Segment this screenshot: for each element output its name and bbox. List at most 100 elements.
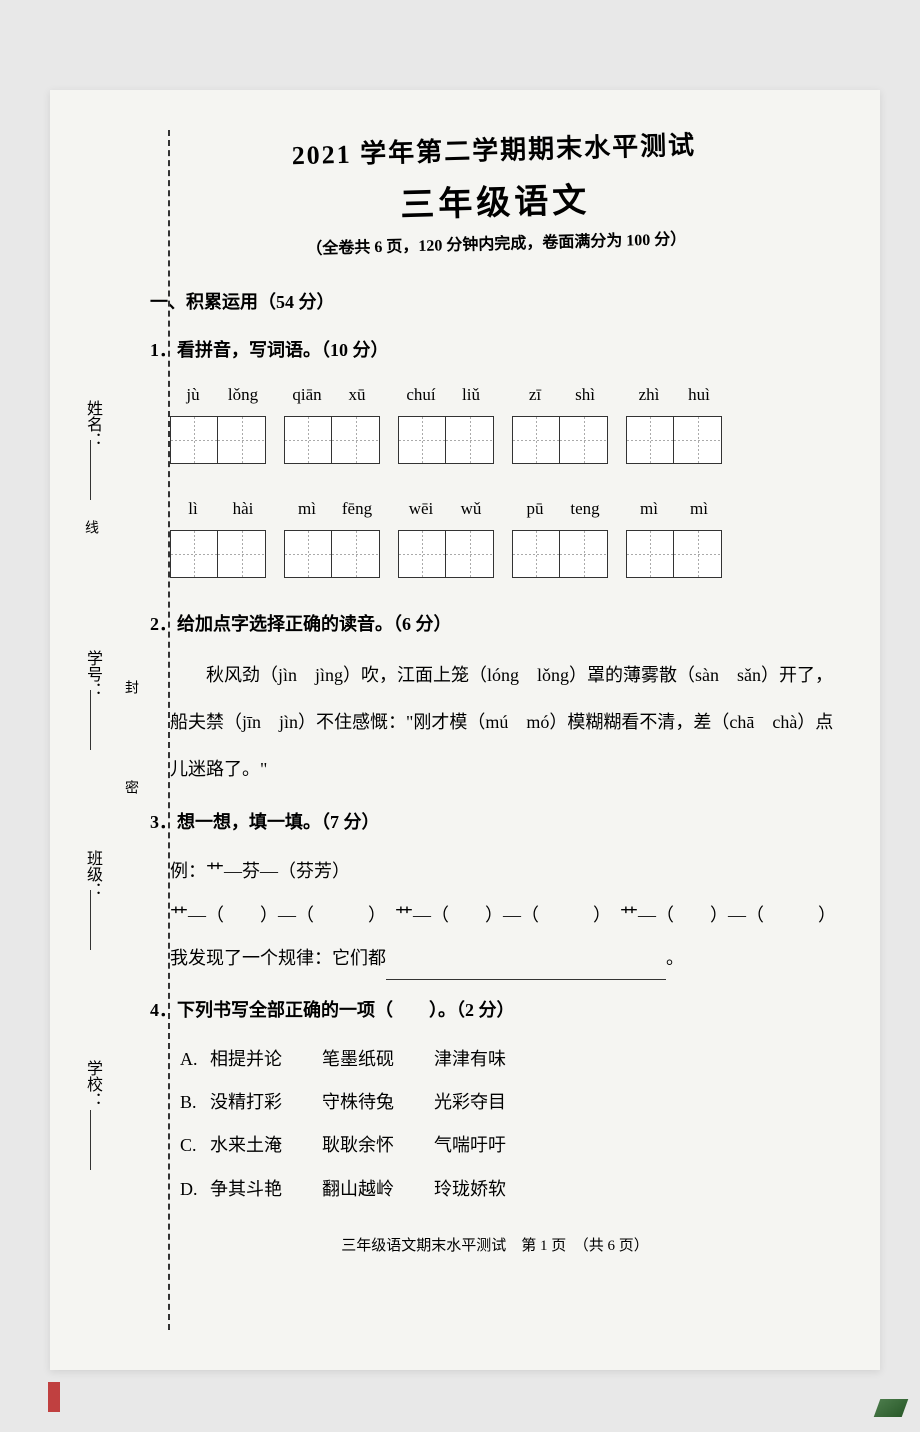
pinyin-group: zhìhuì xyxy=(626,378,722,464)
char-box[interactable] xyxy=(626,416,674,464)
char-box[interactable] xyxy=(626,530,674,578)
char-box[interactable] xyxy=(284,530,332,578)
char-box[interactable] xyxy=(170,416,218,464)
char-box[interactable] xyxy=(398,530,446,578)
pinyin-syllable: pū xyxy=(512,492,558,526)
margin-line-label: 线 xyxy=(80,520,100,534)
option-word: 气喘吁吁 xyxy=(434,1124,506,1167)
pinyin-labels: mìmì xyxy=(626,492,722,526)
pinyin-labels: zhìhuì xyxy=(626,378,722,412)
q1-heading: 1．看拼音，写词语。（10 分） xyxy=(150,332,840,368)
char-boxes xyxy=(626,416,722,464)
option-letter: C. xyxy=(180,1124,210,1167)
option-word: 玲珑娇软 xyxy=(434,1168,506,1211)
char-box[interactable] xyxy=(446,416,494,464)
pinyin-group: lìhài xyxy=(170,492,266,578)
q4-option[interactable]: D.争其斗艳翻山越岭玲珑娇软 xyxy=(180,1168,840,1211)
pinyin-syllable: qiān xyxy=(284,378,330,412)
pinyin-syllable: mì xyxy=(626,492,672,526)
margin-seal-label: 封 xyxy=(120,680,140,694)
pinyin-syllable: chuí xyxy=(398,378,444,412)
pinyin-syllable: xū xyxy=(334,378,380,412)
char-box[interactable] xyxy=(560,530,608,578)
char-box[interactable] xyxy=(398,416,446,464)
char-boxes xyxy=(512,530,608,578)
option-letter: B. xyxy=(180,1081,210,1124)
option-word: 守株待兔 xyxy=(322,1081,394,1124)
pinyin-group: qiānxū xyxy=(284,378,380,464)
char-boxes xyxy=(170,530,266,578)
pinyin-row-2: lìhàimìfēngwēiwǔpūtengmìmì xyxy=(170,492,840,578)
exam-content: 一、积累运用（54 分） 1．看拼音，写词语。（10 分） jùlǒngqiān… xyxy=(150,284,840,1261)
char-box[interactable] xyxy=(284,416,332,464)
pinyin-syllable: huì xyxy=(676,378,722,412)
pinyin-syllable: zī xyxy=(512,378,558,412)
pinyin-syllable: mì xyxy=(676,492,722,526)
q2-text: 秋风劲（jìn jìng）吹，江面上笼（lóng lǒng）罩的薄雾散（sàn … xyxy=(170,652,840,792)
option-word: 翻山越岭 xyxy=(322,1168,394,1211)
char-box[interactable] xyxy=(218,416,266,464)
q1-body: jùlǒngqiānxūchuíliǔzīshìzhìhuì lìhàimìfē… xyxy=(170,378,840,578)
option-word: 津津有味 xyxy=(434,1038,506,1081)
page-footer: 三年级语文期末水平测试 第 1 页 （共 6 页） xyxy=(150,1231,840,1261)
pinyin-syllable: wǔ xyxy=(448,492,494,526)
margin-id-label: 学号： xyxy=(80,650,104,698)
char-box[interactable] xyxy=(674,530,722,578)
pinyin-labels: jùlǒng xyxy=(170,378,266,412)
q4-heading: 4．下列书写全部正确的一项（ ）。（2 分） xyxy=(150,992,840,1028)
char-box[interactable] xyxy=(218,530,266,578)
q3-rule: 我发现了一个规律：它们都。 xyxy=(170,937,840,980)
option-words: 相提并论笔墨纸砚津津有味 xyxy=(210,1038,506,1081)
margin-line xyxy=(90,690,91,750)
exam-header: 2021 学年第二学期期末水平测试 三年级语文 （全卷共 6 页，120 分钟内… xyxy=(148,121,841,263)
q4-option[interactable]: B.没精打彩守株待兔光彩夺目 xyxy=(180,1081,840,1124)
char-box[interactable] xyxy=(560,416,608,464)
char-box[interactable] xyxy=(674,416,722,464)
pinyin-group: pūteng xyxy=(512,492,608,578)
pinyin-group: jùlǒng xyxy=(170,378,266,464)
pinyin-syllable: teng xyxy=(562,492,608,526)
binding-margin: 姓名： 线 学号： 封 密 班级： 学校： xyxy=(110,130,170,1330)
pinyin-labels: wēiwǔ xyxy=(398,492,494,526)
pinyin-labels: mìfēng xyxy=(284,492,380,526)
red-marker xyxy=(48,1382,60,1412)
char-boxes xyxy=(398,530,494,578)
pinyin-syllable: jù xyxy=(170,378,216,412)
margin-line xyxy=(90,890,91,950)
char-box[interactable] xyxy=(332,530,380,578)
q4-option[interactable]: C.水来土淹耿耿余怀气喘吁吁 xyxy=(180,1124,840,1167)
char-box[interactable] xyxy=(512,416,560,464)
option-word: 争其斗艳 xyxy=(210,1168,282,1211)
option-word: 水来土淹 xyxy=(210,1124,282,1167)
char-boxes xyxy=(512,416,608,464)
fill-blank[interactable] xyxy=(386,958,666,980)
pinyin-row-1: jùlǒngqiānxūchuíliǔzīshìzhìhuì xyxy=(170,378,840,464)
pinyin-group: chuíliǔ xyxy=(398,378,494,464)
char-box[interactable] xyxy=(332,416,380,464)
pinyin-syllable: wēi xyxy=(398,492,444,526)
exam-page: 姓名： 线 学号： 封 密 班级： 学校： 2021 学年第二学期期末水平测试 … xyxy=(50,90,880,1370)
pinyin-labels: qiānxū xyxy=(284,378,380,412)
pinyin-labels: pūteng xyxy=(512,492,608,526)
char-box[interactable] xyxy=(512,530,560,578)
margin-line xyxy=(90,440,91,500)
option-word: 笔墨纸砚 xyxy=(322,1038,394,1081)
option-words: 没精打彩守株待兔光彩夺目 xyxy=(210,1081,506,1124)
q4-options: A.相提并论笔墨纸砚津津有味B.没精打彩守株待兔光彩夺目C.水来土淹耿耿余怀气喘… xyxy=(180,1038,840,1211)
option-word: 光彩夺目 xyxy=(434,1081,506,1124)
q3-heading: 3．想一想，填一填。（7 分） xyxy=(150,804,840,840)
option-word: 没精打彩 xyxy=(210,1081,282,1124)
pinyin-labels: zīshì xyxy=(512,378,608,412)
pinyin-group: mìmì xyxy=(626,492,722,578)
option-words: 水来土淹耿耿余怀气喘吁吁 xyxy=(210,1124,506,1167)
pinyin-syllable: lì xyxy=(170,492,216,526)
char-box[interactable] xyxy=(170,530,218,578)
pinyin-syllable: hài xyxy=(220,492,266,526)
pinyin-syllable: zhì xyxy=(626,378,672,412)
q4-option[interactable]: A.相提并论笔墨纸砚津津有味 xyxy=(180,1038,840,1081)
option-word: 耿耿余怀 xyxy=(322,1124,394,1167)
pinyin-syllable: shì xyxy=(562,378,608,412)
pinyin-labels: chuíliǔ xyxy=(398,378,494,412)
char-boxes xyxy=(284,416,380,464)
char-box[interactable] xyxy=(446,530,494,578)
